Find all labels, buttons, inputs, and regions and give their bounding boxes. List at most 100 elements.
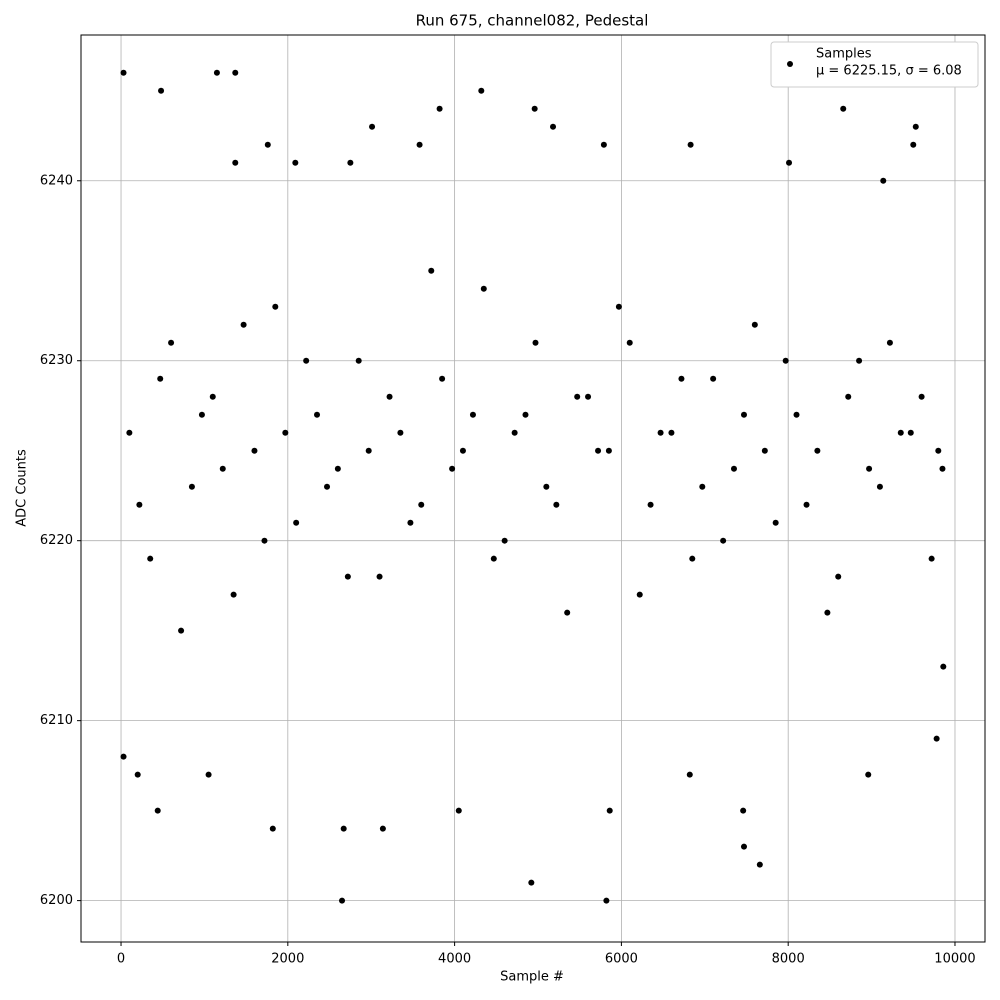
legend-label: Samples	[816, 47, 872, 62]
point	[240, 321, 247, 328]
point	[668, 429, 675, 436]
point	[636, 591, 643, 598]
point	[154, 807, 161, 814]
point	[209, 393, 216, 400]
point	[416, 141, 423, 148]
point	[344, 573, 351, 580]
point	[603, 897, 610, 904]
point	[814, 447, 821, 454]
point	[720, 537, 727, 544]
x-tick-label: 0	[117, 952, 125, 967]
point	[865, 771, 872, 778]
point	[730, 465, 737, 472]
point	[168, 339, 175, 346]
point	[553, 501, 560, 508]
point	[689, 555, 696, 562]
point	[219, 465, 226, 472]
point	[678, 375, 685, 382]
point	[687, 141, 694, 148]
point	[339, 897, 346, 904]
point	[532, 339, 539, 346]
point	[657, 429, 664, 436]
point	[574, 393, 581, 400]
point	[939, 465, 946, 472]
point	[866, 465, 873, 472]
point	[615, 303, 622, 310]
point	[158, 87, 165, 94]
point	[269, 825, 276, 832]
point	[543, 483, 550, 490]
point	[740, 843, 747, 850]
point	[686, 771, 693, 778]
point	[439, 375, 446, 382]
point	[449, 465, 456, 472]
x-axis-label: Sample #	[500, 970, 564, 985]
y-tick-label: 6210	[40, 713, 73, 728]
point	[480, 285, 487, 292]
point	[876, 483, 883, 490]
point	[369, 123, 376, 130]
point	[606, 807, 613, 814]
point	[511, 429, 518, 436]
point	[205, 771, 212, 778]
point	[740, 807, 747, 814]
point	[386, 393, 393, 400]
point	[478, 87, 485, 94]
y-tick-label: 6220	[40, 533, 73, 548]
point	[605, 447, 612, 454]
point	[522, 411, 529, 418]
point	[347, 159, 354, 166]
x-tick-label: 8000	[772, 952, 805, 967]
point	[907, 429, 914, 436]
point	[490, 555, 497, 562]
point	[918, 393, 925, 400]
y-axis-label: ADC Counts	[15, 449, 30, 527]
point	[912, 123, 919, 130]
point	[365, 447, 372, 454]
point	[531, 105, 538, 112]
chart-title: Run 675, channel082, Pedestal	[416, 12, 649, 30]
point	[292, 159, 299, 166]
point	[782, 357, 789, 364]
point	[314, 411, 321, 418]
point	[469, 411, 476, 418]
point	[213, 69, 220, 76]
point	[261, 537, 268, 544]
point	[501, 537, 508, 544]
point	[264, 141, 271, 148]
point	[459, 447, 466, 454]
point	[232, 159, 239, 166]
point	[886, 339, 893, 346]
point	[178, 627, 185, 634]
point	[740, 411, 747, 418]
y-tick-label: 6240	[40, 173, 73, 188]
point	[134, 771, 141, 778]
point	[933, 735, 940, 742]
point	[710, 375, 717, 382]
point	[379, 825, 386, 832]
point	[126, 429, 133, 436]
point	[407, 519, 414, 526]
point	[793, 411, 800, 418]
x-tick-label: 6000	[605, 952, 638, 967]
point	[455, 807, 462, 814]
point	[595, 447, 602, 454]
point	[232, 69, 239, 76]
point	[772, 519, 779, 526]
point	[528, 879, 535, 886]
point	[824, 609, 831, 616]
point	[856, 357, 863, 364]
point	[251, 447, 258, 454]
point	[282, 429, 289, 436]
point	[600, 141, 607, 148]
point	[550, 123, 557, 130]
point	[397, 429, 404, 436]
point	[564, 609, 571, 616]
point	[147, 555, 154, 562]
point	[751, 321, 758, 328]
point	[303, 357, 310, 364]
point	[935, 447, 942, 454]
y-tick-label: 6200	[40, 893, 73, 908]
x-tick-label: 4000	[438, 952, 471, 967]
